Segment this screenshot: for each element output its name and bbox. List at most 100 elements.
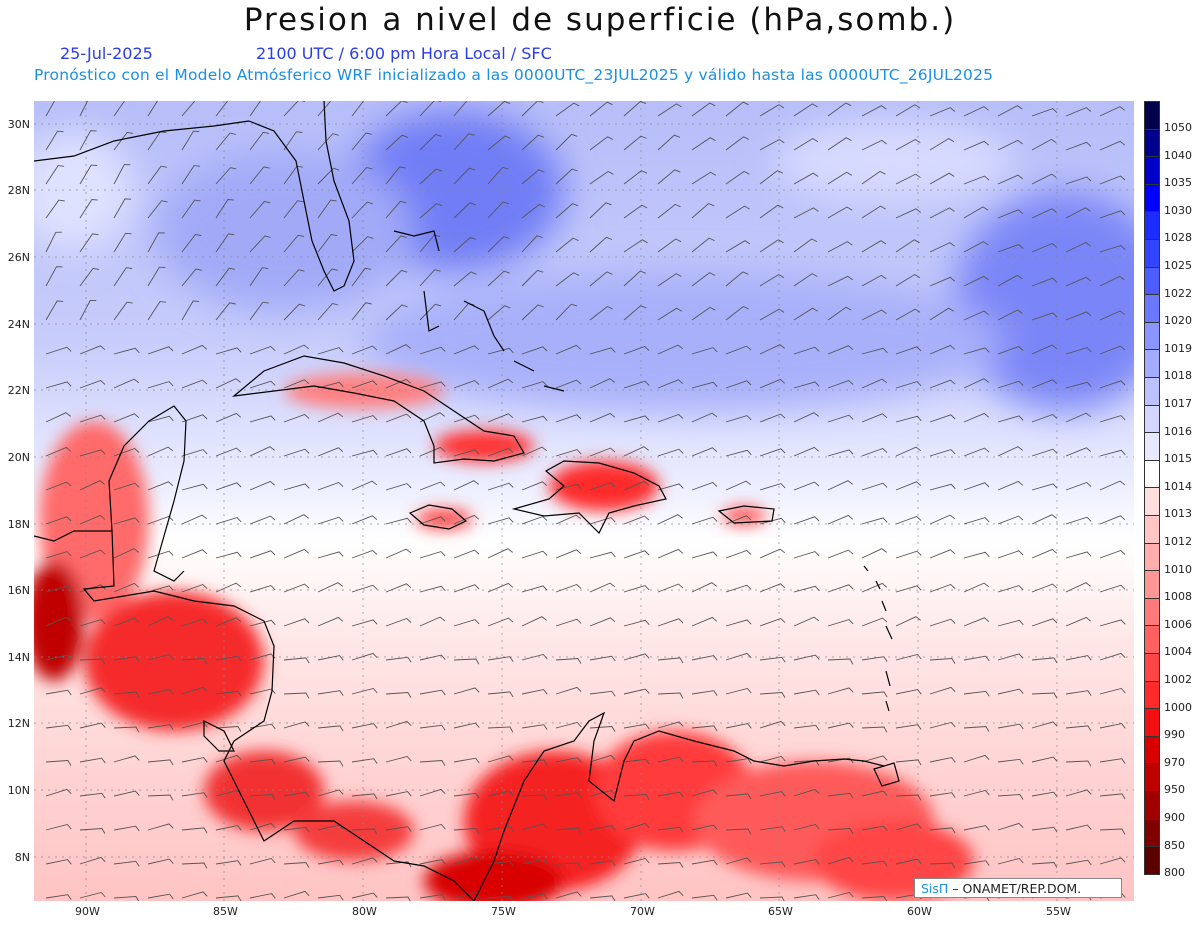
wind-barb (1031, 312, 1058, 321)
wind-barb (487, 755, 514, 763)
wind-barb (385, 304, 408, 321)
wind-barb (861, 378, 888, 389)
wind-barb (215, 517, 242, 525)
wind-barb (215, 482, 242, 491)
wind-barb (147, 585, 174, 593)
wind-barb (487, 305, 511, 321)
wind-barb (997, 139, 1023, 151)
colorbar-label: 1025 (1164, 259, 1192, 272)
wind-barb (963, 690, 990, 697)
wind-barb (657, 692, 684, 699)
wind-barb (487, 201, 510, 219)
wind-barb (623, 585, 650, 593)
wind-barb (861, 691, 888, 698)
wind-barb (589, 895, 616, 901)
wind-barb (929, 721, 956, 729)
wind-barb (725, 271, 749, 287)
wind-barb (113, 656, 140, 662)
colorbar-label: 1016 (1164, 424, 1192, 438)
wind-barb (45, 101, 55, 117)
wind-barb (691, 171, 717, 185)
lon-label-65w: 65W (768, 905, 793, 918)
wind-barb (181, 549, 208, 559)
colorbar-swatch (1144, 404, 1160, 434)
wind-barb (759, 826, 786, 832)
colorbar-swatch (1144, 377, 1160, 406)
wind-barb (1099, 857, 1126, 865)
wind-barb (827, 619, 854, 627)
wind-barb (793, 894, 820, 900)
wind-barb (895, 858, 922, 865)
wind-barb (385, 861, 412, 868)
valid-date: 25-Jul-2025 (60, 44, 153, 63)
wind-barb (147, 266, 166, 287)
wind-barb (181, 862, 208, 869)
wind-barb (929, 107, 956, 117)
wind-barb (45, 130, 64, 151)
wind-barb (691, 582, 717, 593)
wind-barb (521, 304, 544, 321)
yucatan-coast (108, 405, 187, 582)
wind-barb (79, 414, 106, 423)
wind-barb (147, 415, 174, 423)
wind-barb (521, 585, 548, 593)
wind-barb (1031, 791, 1058, 798)
wind-barb (861, 582, 888, 593)
wind-barb (487, 691, 514, 698)
wind-barb (419, 269, 441, 287)
pressure-map (34, 101, 1134, 901)
wind-barb (861, 240, 887, 253)
wind-barb (759, 239, 784, 253)
wind-barb (283, 862, 310, 868)
wind-barb (589, 412, 616, 423)
wind-barb (79, 267, 100, 287)
wind-barb (45, 760, 72, 766)
wind-barb (793, 238, 818, 253)
wind-barb (691, 272, 716, 287)
wind-barb (623, 101, 647, 117)
wind-barb (79, 130, 97, 151)
wind-barb (623, 723, 650, 730)
colorbar-swatch (1144, 708, 1160, 737)
wind-barb (861, 482, 888, 491)
colorbar-swatch (1144, 597, 1160, 627)
colorbar-swatch (1144, 570, 1160, 599)
wind-barb (317, 101, 339, 117)
wind-barb (249, 131, 270, 151)
wind-barb (181, 344, 208, 355)
wind-barb (385, 755, 412, 763)
wind-barb (623, 688, 650, 695)
wind-barb (215, 132, 236, 151)
wind-barb (249, 893, 276, 899)
wind-barb (317, 894, 344, 901)
lon-label-85w: 85W (213, 905, 238, 918)
wind-barb (79, 233, 99, 253)
wind-barb (1031, 242, 1058, 253)
wind-barb (385, 134, 409, 151)
wind-barb (317, 789, 344, 797)
wind-barb (555, 721, 582, 729)
wind-barb (589, 789, 616, 797)
wind-barb (725, 480, 752, 491)
wind-barb (963, 482, 990, 491)
wind-barb (113, 101, 126, 117)
wind-barb (793, 307, 818, 321)
wind-barb (249, 301, 269, 321)
wind-barb (317, 412, 344, 423)
wind-barb (453, 133, 475, 151)
wind-barb (895, 415, 922, 423)
wind-barb (1065, 690, 1092, 696)
wind-barb (793, 103, 818, 117)
wind-barb (419, 585, 446, 593)
wind-barb (589, 447, 616, 457)
wind-barb (1099, 480, 1126, 491)
wind-barb (997, 174, 1024, 185)
wind-barb (487, 548, 513, 559)
wind-barb (113, 825, 140, 832)
wind-barb (283, 448, 310, 457)
wind-barb (317, 268, 338, 287)
wind-barb (521, 823, 548, 831)
wind-barb (861, 170, 886, 185)
wind-barb (827, 828, 854, 834)
lat-label-26n: 26N (7, 251, 30, 264)
